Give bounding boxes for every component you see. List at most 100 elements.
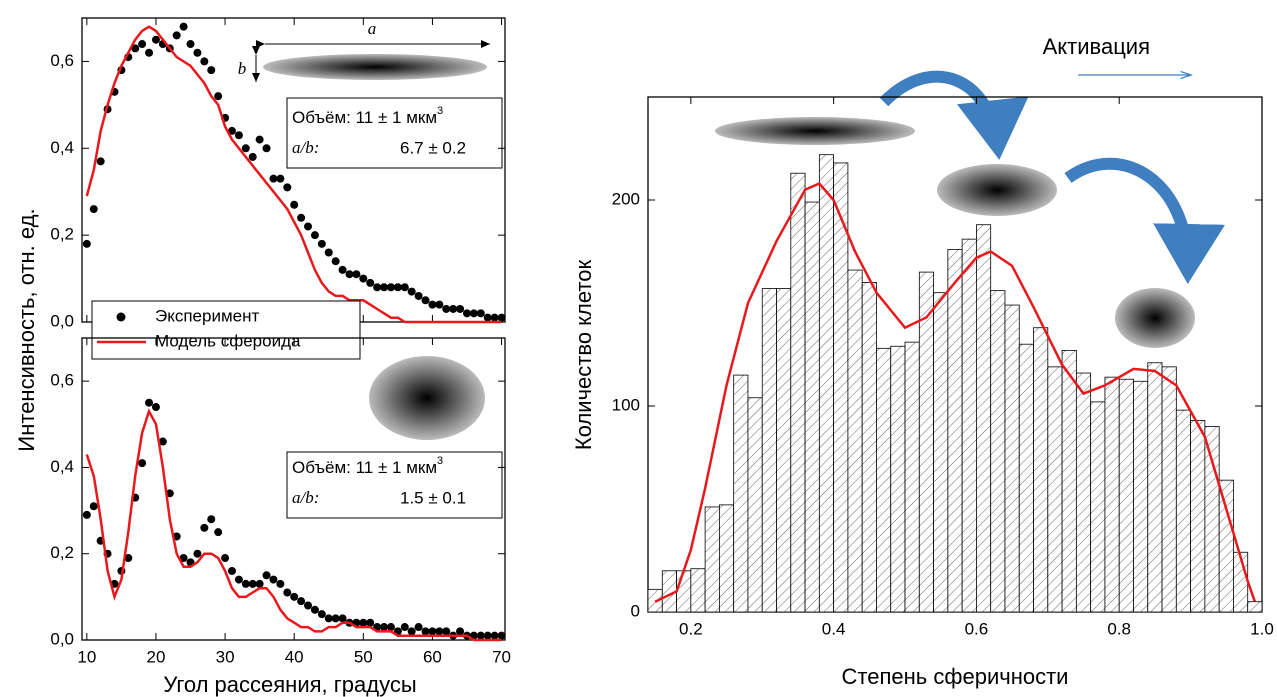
histogram-bar (933, 292, 949, 613)
x-tick-label: 0.8 (1107, 619, 1131, 638)
data-point (380, 623, 389, 632)
data-point (310, 605, 319, 614)
decorations (252, 40, 1225, 519)
volume-exponent: 3 (437, 105, 443, 117)
data-point (324, 248, 333, 257)
y-tick-label: 100 (612, 395, 640, 414)
y-tick-label: 0,2 (50, 225, 74, 244)
data-point (297, 597, 306, 606)
data-point (345, 270, 354, 279)
data-point (255, 579, 264, 588)
data-point (269, 575, 278, 584)
model-line (85, 25, 502, 324)
histogram-bar (1047, 366, 1063, 613)
x-tick-label: 0.6 (965, 619, 989, 638)
data-point (386, 623, 395, 632)
data-point (435, 627, 444, 636)
data-point (304, 601, 313, 610)
data-point (207, 66, 216, 75)
data-point (82, 510, 91, 519)
data-point (331, 614, 340, 623)
histogram-bar (1075, 372, 1092, 613)
data-point (483, 631, 492, 640)
data-point (82, 239, 91, 248)
curved-arrow (1064, 157, 1225, 284)
histogram-bar (1004, 304, 1020, 613)
data-point (124, 554, 133, 563)
histogram-bar (1033, 327, 1049, 613)
data-point (234, 575, 243, 584)
y-tick-label: 0,6 (50, 51, 74, 70)
histogram-bar (1204, 426, 1220, 613)
data-point (200, 57, 209, 66)
histogram-bar (704, 506, 720, 613)
data-point (310, 231, 319, 240)
density-curve (654, 181, 1257, 603)
histogram-bar (976, 224, 992, 613)
legend-label: Эксперимент (155, 306, 259, 325)
y-tick-label: 0 (631, 601, 640, 620)
data-point (262, 571, 271, 580)
data-point (138, 459, 147, 468)
data-point (366, 618, 375, 627)
data-point (428, 627, 437, 636)
data-point (255, 135, 264, 144)
data-point (193, 48, 202, 57)
data-point (138, 40, 147, 49)
data-point (490, 313, 499, 322)
data-point (483, 313, 492, 322)
data-point (297, 213, 306, 222)
data-point (324, 614, 333, 623)
histogram-bar (690, 568, 706, 613)
ellipse-shape (1115, 288, 1195, 348)
data-point (172, 31, 181, 40)
data-point (442, 627, 451, 636)
histogram-bar (718, 504, 735, 613)
histogram-bar (1133, 380, 1149, 613)
y-tick-label: 200 (612, 189, 640, 208)
x-tick-label: 50 (354, 647, 373, 666)
data-point (186, 40, 195, 49)
data-point (421, 296, 430, 305)
x-tick-label: 40 (285, 647, 304, 666)
data-point (131, 44, 140, 53)
legend-label: Модель сфероида (155, 331, 301, 350)
y-axis-title: Интенсивность, отн. ед. (14, 208, 39, 451)
x-tick-label: 60 (423, 647, 442, 666)
histogram-bar (747, 397, 763, 613)
data-point (221, 554, 230, 563)
data-point (89, 205, 98, 214)
dimension-label: a (368, 19, 377, 38)
data-point (227, 566, 236, 575)
histogram-bar (1104, 376, 1120, 613)
histogram-bar (818, 154, 835, 613)
data-point (269, 174, 278, 183)
annotation-box (286, 451, 503, 519)
data-point (248, 579, 257, 588)
data-point (435, 300, 444, 309)
data-point (304, 222, 313, 231)
x-tick-label: 1.0 (1250, 619, 1274, 638)
data-point (393, 283, 402, 292)
histogram-bar (1061, 349, 1077, 613)
data-point (317, 239, 326, 248)
data-point (248, 152, 257, 161)
data-point (414, 291, 423, 300)
y-tick-label: 0,4 (50, 138, 74, 157)
data-point (227, 126, 236, 135)
data-point (476, 631, 485, 640)
y-axis-title: Количество клеток (571, 260, 596, 451)
y-tick-label: 0,2 (50, 543, 74, 562)
histogram-bar (876, 347, 892, 613)
y-tick-label: 0,0 (50, 311, 74, 330)
data-point (338, 614, 347, 623)
data-point (276, 174, 285, 183)
data-point (179, 554, 188, 563)
ellipse-shape (263, 54, 487, 80)
data-point (449, 304, 458, 313)
y-tick-label: 0,0 (50, 629, 74, 648)
data-point (234, 131, 243, 140)
histogram-bar (918, 271, 934, 613)
volume-exponent: 3 (437, 455, 443, 467)
x-tick-label: 10 (77, 647, 96, 666)
